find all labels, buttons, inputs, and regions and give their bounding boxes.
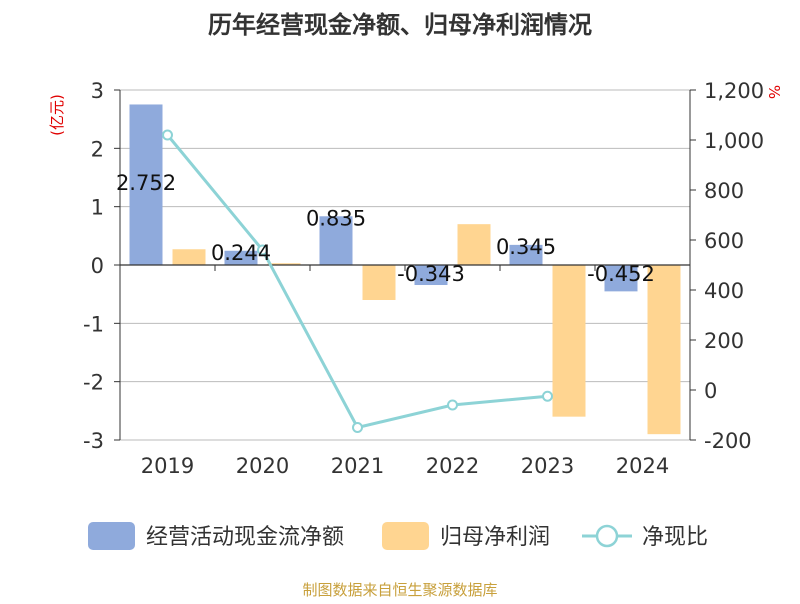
category-label: 2020 — [236, 454, 289, 478]
net-cash-ratio-point — [352, 422, 363, 433]
right-unit-label: % — [765, 85, 783, 99]
legend-swatch — [382, 522, 429, 550]
legend-item[interactable]: 归母净利润 — [382, 522, 550, 550]
left-tick-label: 2 — [91, 137, 104, 161]
cashflow-data-label: -0.452 — [587, 262, 655, 286]
right-tick-label: 400 — [704, 279, 744, 303]
cashflow-data-label: 0.244 — [211, 241, 271, 265]
net-cash-ratio-point — [257, 244, 268, 256]
legend-swatch — [88, 522, 135, 550]
legend-item[interactable]: 净现比 — [582, 524, 708, 550]
right-tick-label: 800 — [704, 179, 744, 203]
net-profit-bar — [267, 263, 301, 265]
chart-title: 历年经营现金净额、归母净利润情况 — [208, 11, 592, 39]
cashflow-bar — [509, 244, 543, 265]
left-tick-label: -2 — [83, 371, 104, 395]
line-series — [162, 129, 553, 433]
right-tick-label: 0 — [704, 379, 717, 403]
cashflow-bar — [604, 265, 638, 292]
right-tick-label: 600 — [704, 229, 744, 253]
right-tick-label: 1,200 — [704, 79, 764, 103]
legend-label: 归母净利润 — [440, 525, 550, 550]
left-tick-label: -3 — [83, 429, 104, 453]
legend-label: 净现比 — [642, 525, 708, 550]
right-tick-label: 1,000 — [704, 129, 764, 153]
net-profit-bar — [457, 224, 491, 265]
cashflow-bar — [129, 104, 163, 265]
cashflow-data-label: -0.343 — [397, 262, 465, 286]
cashflow-data-label: 2.752 — [116, 171, 176, 195]
left-tick-label: 3 — [91, 79, 104, 103]
cashflow-data-label: 0.835 — [306, 206, 366, 230]
category-label: 2023 — [521, 454, 574, 478]
net-profit-bar — [647, 265, 681, 435]
axes: 3 2 1 0 -1 -2 -3 1,200 1,000 800 600 400 200 0 -200 (亿元… — [48, 79, 783, 478]
right-tick-label: 200 — [704, 329, 744, 353]
net-profit-bar — [172, 249, 206, 265]
bars — [129, 104, 681, 435]
category-label: 2024 — [616, 454, 669, 478]
category-label: 2021 — [331, 454, 384, 478]
cashflow-bar — [224, 250, 258, 265]
net-profit-bar — [362, 265, 396, 300]
cashflow-bar — [414, 265, 448, 286]
net-cash-ratio-line — [166, 134, 548, 430]
left-tick-label: 0 — [91, 254, 104, 278]
legend-marker — [595, 524, 619, 548]
source-footer: 制图数据来自恒生聚源数据库 — [302, 581, 497, 599]
legend-label: 经营活动现金流净额 — [146, 525, 344, 550]
legend[interactable]: 经营活动现金流净额 归母净利润 净现比 — [88, 522, 708, 550]
category-label: 2019 — [141, 454, 194, 478]
net-cash-ratio-point — [447, 399, 458, 411]
left-unit-label: (亿元) — [48, 94, 66, 136]
net-profit-bar — [552, 265, 586, 417]
right-tick-label: -200 — [704, 429, 752, 453]
left-tick-label: 1 — [91, 196, 104, 220]
cashflow-bar — [319, 216, 353, 265]
category-label: 2022 — [426, 454, 479, 478]
legend-item[interactable]: 经营活动现金流净额 — [88, 522, 344, 550]
net-cash-ratio-point — [542, 390, 553, 402]
net-cash-ratio-point — [162, 129, 173, 141]
left-tick-label: -1 — [83, 312, 104, 336]
data-labels: 2.752 0.244 0.835 -0.343 0.345 -0.452 — [116, 171, 655, 286]
cashflow-data-label: 0.345 — [496, 235, 556, 259]
